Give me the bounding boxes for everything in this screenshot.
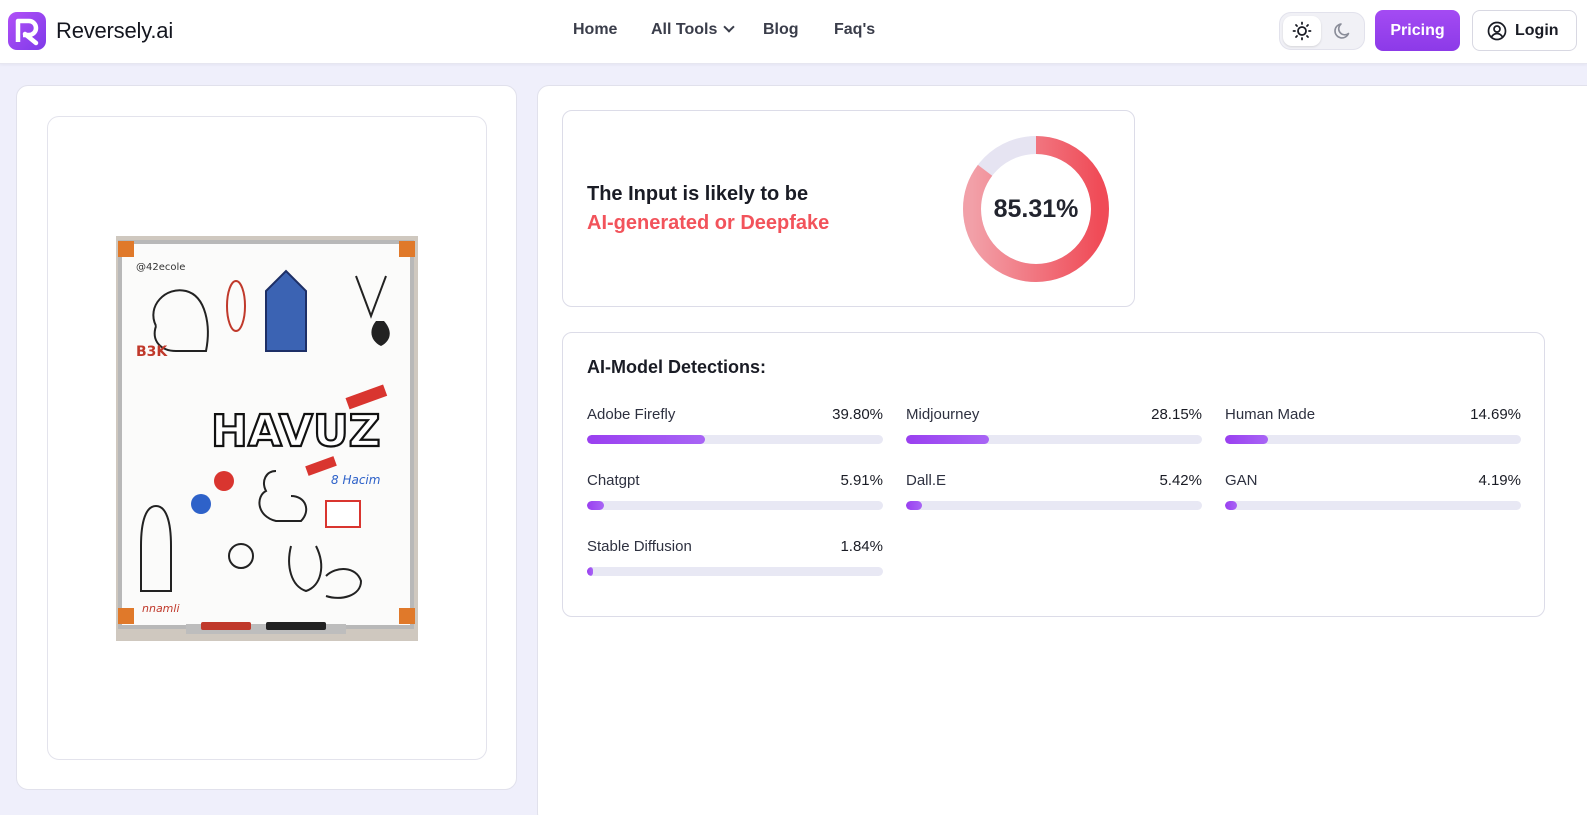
model-progress-track (1225, 501, 1521, 510)
model-detections-card: AI-Model Detections: Adobe Firefly 39.80… (562, 332, 1545, 617)
model-percent: 39.80% (832, 406, 883, 423)
model-progress-fill (1225, 435, 1269, 444)
model-percent: 5.91% (840, 472, 883, 489)
svg-text:@42ecole: @42ecole (136, 262, 185, 273)
model-progress-fill (587, 435, 705, 444)
results-panel: The Input is likely to be AI-generated o… (537, 85, 1587, 815)
model-item-stable-diffusion: Stable Diffusion 1.84% (587, 538, 883, 578)
sun-icon (1292, 21, 1312, 41)
logo-text: Reversely.ai (56, 18, 174, 43)
model-progress-track (587, 501, 883, 510)
svg-text:B3K: B3K (136, 344, 168, 360)
model-item-adobe-firefly: Adobe Firefly 39.80% (587, 406, 883, 446)
model-name: GAN (1225, 472, 1258, 489)
model-item-chatgpt: Chatgpt 5.91% (587, 472, 883, 512)
verdict-card: The Input is likely to be AI-generated o… (562, 110, 1135, 307)
model-progress-fill (1225, 501, 1238, 510)
donut-score-arc (963, 136, 1109, 282)
model-percent: 1.84% (840, 538, 883, 555)
model-progress-track (587, 567, 883, 576)
model-name: Stable Diffusion (587, 538, 692, 555)
uploaded-image: @42ecole B3K HAVUZ 8 Hacim nnamli (116, 236, 418, 641)
login-button[interactable]: Login (1472, 10, 1577, 51)
light-mode-button[interactable] (1283, 16, 1321, 46)
model-item-gan: GAN 4.19% (1225, 472, 1521, 512)
nav-blog[interactable]: Blog (763, 21, 799, 38)
whiteboard-doodle-image: @42ecole B3K HAVUZ 8 Hacim nnamli (116, 236, 418, 641)
nav-faqs[interactable]: Faq's (834, 21, 876, 38)
reversely-logo-icon (8, 12, 46, 50)
chevron-down-icon (723, 21, 736, 33)
model-progress-track (587, 435, 883, 444)
model-progress-track (1225, 435, 1521, 444)
score-percentage: 85.31% (993, 194, 1079, 223)
model-progress-track (906, 501, 1202, 510)
pricing-button[interactable]: Pricing (1375, 10, 1460, 51)
image-preview-frame: @42ecole B3K HAVUZ 8 Hacim nnamli (47, 116, 487, 760)
model-name: Dall.E (906, 472, 947, 489)
moon-icon (1334, 23, 1350, 39)
model-name: Chatgpt (587, 472, 640, 489)
model-percent: 28.15% (1151, 406, 1202, 423)
model-item-human-made: Human Made 14.69% (1225, 406, 1521, 446)
model-name: Adobe Firefly (587, 406, 676, 423)
svg-text:HAVUZ: HAVUZ (211, 406, 381, 457)
model-progress-fill (906, 435, 990, 444)
theme-toggle[interactable] (1279, 12, 1365, 50)
model-item-midjourney: Midjourney 28.15% (906, 406, 1202, 446)
logo[interactable]: Reversely.ai (8, 12, 173, 50)
score-donut-chart (963, 136, 1109, 282)
model-percent: 5.42% (1159, 472, 1202, 489)
nav-all-tools-label: All Tools (651, 21, 718, 38)
model-percent: 4.19% (1478, 472, 1521, 489)
verdict-intro: The Input is likely to be (587, 183, 809, 205)
user-circle-icon (1487, 21, 1507, 40)
top-navbar: Reversely.ai Home All Tools Blog Faq's P… (0, 0, 1587, 64)
model-progress-track (906, 435, 1202, 444)
model-item-dall-e: Dall.E 5.42% (906, 472, 1202, 512)
svg-text:8 Hacim: 8 Hacim (331, 473, 380, 487)
model-name: Midjourney (906, 406, 980, 423)
dark-mode-button[interactable] (1324, 16, 1362, 46)
login-label: Login (1515, 21, 1559, 39)
verdict-label: AI-generated or Deepfake (587, 212, 830, 234)
nav-home[interactable]: Home (573, 21, 618, 38)
model-percent: 14.69% (1470, 406, 1521, 423)
model-progress-fill (587, 501, 605, 510)
model-detections-title: AI-Model Detections: (587, 357, 767, 377)
model-name: Human Made (1225, 406, 1316, 423)
image-panel: @42ecole B3K HAVUZ 8 Hacim nnamli (16, 85, 517, 790)
nav-all-tools[interactable]: All Tools (651, 21, 736, 39)
model-progress-fill (587, 567, 593, 576)
svg-text:nnamli: nnamli (142, 602, 180, 615)
model-progress-fill (906, 501, 923, 510)
